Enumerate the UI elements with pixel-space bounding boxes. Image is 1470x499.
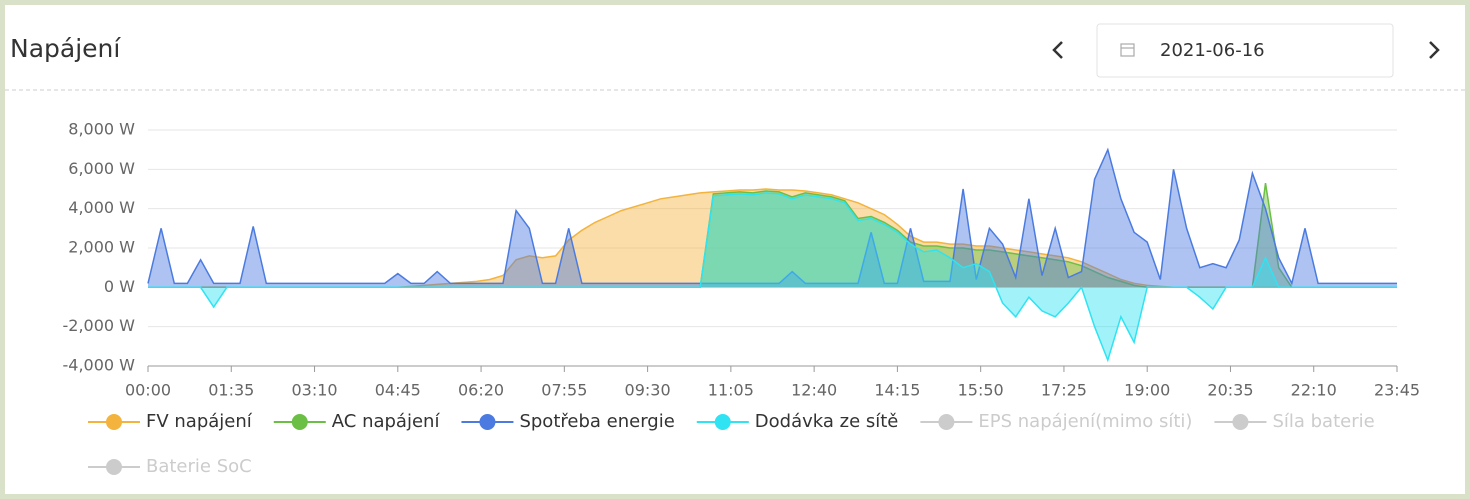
- y-tick-label: 2,000 W: [68, 238, 135, 257]
- x-tick-label: 00:00: [125, 381, 171, 400]
- x-tick-label: 03:10: [291, 381, 337, 400]
- legend-label: Dodávka ze sítě: [755, 411, 899, 432]
- y-tick-label: -2,000 W: [63, 316, 136, 335]
- legend-dot: [106, 414, 122, 430]
- x-tick-label: 23:45: [1374, 381, 1420, 400]
- legend-label: Síla baterie: [1272, 411, 1374, 432]
- y-tick-label: 4,000 W: [68, 198, 135, 217]
- calendar-icon: [1120, 43, 1135, 57]
- y-tick-label: -4,000 W: [63, 356, 136, 375]
- x-tick-label: 22:10: [1291, 381, 1337, 400]
- legend-dot: [938, 414, 955, 430]
- legend-dot: [291, 414, 308, 430]
- area-fill: [148, 183, 1397, 288]
- legend-label: FV napájení: [146, 411, 253, 432]
- area-fill: [148, 189, 1397, 288]
- legend-label: EPS napájení(mimo síti): [978, 411, 1192, 432]
- next-day[interactable]: [1429, 41, 1440, 59]
- series-line: [148, 192, 1397, 363]
- legend-dot: [1232, 414, 1249, 430]
- x-tick-label: 14:15: [874, 381, 920, 400]
- x-tick-label: 11:05: [708, 381, 754, 400]
- prev-day[interactable]: [1052, 41, 1063, 59]
- area-fill: [148, 192, 1397, 361]
- legend-label: Baterie SoC: [146, 456, 252, 477]
- x-tick-label: 06:20: [458, 381, 504, 400]
- legend-label: AC napájení: [332, 411, 441, 432]
- legend-label: Spotřeba energie: [519, 411, 674, 432]
- x-tick-label: 20:35: [1207, 381, 1253, 400]
- y-tick-label: 8,000 W: [68, 120, 135, 139]
- x-tick-label: 15:50: [958, 381, 1004, 400]
- y-tick-label: 0 W: [104, 277, 135, 296]
- date-picker[interactable]: [1096, 23, 1394, 78]
- series-line: [147, 147, 1397, 286]
- x-tick-label: 04:45: [375, 381, 421, 400]
- legend-dot: [106, 459, 122, 475]
- x-tick-label: 12:40: [791, 381, 837, 400]
- x-tick-label: 19:00: [1124, 381, 1170, 400]
- legend-dot: [714, 414, 731, 430]
- panel-title: Napájení: [10, 34, 121, 63]
- x-tick-label: 09:30: [625, 381, 671, 400]
- x-tick-label: 17:25: [1041, 381, 1087, 400]
- y-tick-label: 6,000 W: [68, 159, 135, 178]
- x-tick-label: 07:55: [541, 381, 587, 400]
- x-tick-label: 01:35: [208, 381, 254, 400]
- legend-dot: [479, 414, 496, 430]
- date-value: 2021-06-16: [1160, 40, 1265, 61]
